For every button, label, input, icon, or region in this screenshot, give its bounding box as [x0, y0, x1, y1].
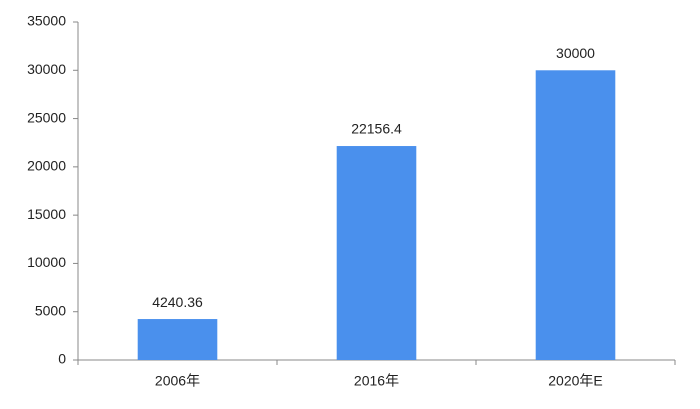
y-tick-label: 30000 — [27, 61, 66, 77]
bar — [535, 70, 616, 361]
y-tick-label: 15000 — [27, 206, 66, 222]
data-label: 22156.4 — [351, 121, 402, 137]
y-tick-label: 0 — [58, 351, 66, 367]
bar — [137, 319, 218, 360]
x-tick-label: 2020年E — [548, 373, 602, 389]
y-tick-label: 20000 — [27, 158, 66, 174]
y-tick-label: 5000 — [35, 302, 66, 318]
data-label: 30000 — [556, 45, 595, 61]
data-label: 4240.36 — [152, 294, 203, 310]
x-tick-label: 2016年 — [354, 373, 399, 389]
y-tick-label: 25000 — [27, 109, 66, 125]
bar — [336, 146, 417, 360]
x-tick-label: 2006年 — [155, 373, 200, 389]
y-tick-label: 35000 — [27, 13, 66, 29]
y-tick-label: 10000 — [27, 254, 66, 270]
